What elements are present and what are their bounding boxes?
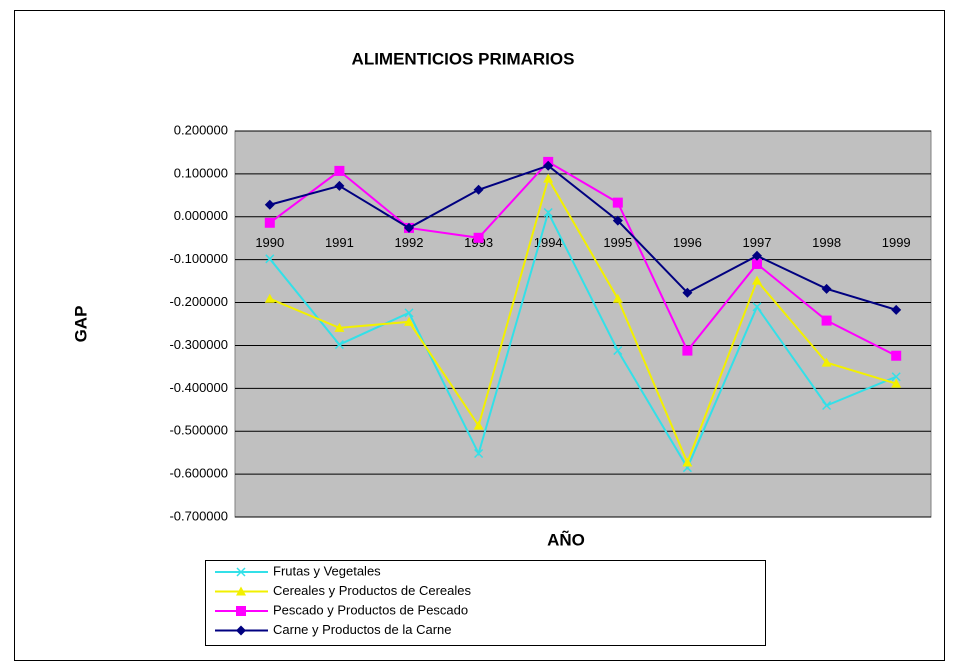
data-point <box>334 180 345 191</box>
data-point <box>474 448 484 459</box>
x-tick-label: 1996 <box>673 235 702 250</box>
x-tick-label: 1999 <box>882 235 911 250</box>
data-point <box>752 275 762 285</box>
data-point <box>543 173 554 183</box>
data-point <box>891 350 902 361</box>
legend-marker <box>236 567 246 577</box>
plot-area <box>234 130 932 518</box>
y-tick-label: -0.300000 <box>169 337 228 352</box>
legend-marker <box>236 586 246 596</box>
series-line <box>269 164 897 311</box>
data-point <box>891 378 902 388</box>
legend <box>205 560 766 646</box>
data-point <box>613 346 623 356</box>
y-tick-label: -0.400000 <box>169 380 228 395</box>
data-point <box>682 287 693 298</box>
legend-label: Carne y Productos de la Carne <box>273 622 451 637</box>
y-tick-label: -0.200000 <box>169 294 228 309</box>
data-point <box>543 207 553 218</box>
y-tick-label: -0.600000 <box>169 466 228 481</box>
data-point <box>264 217 275 228</box>
data-point <box>334 322 345 332</box>
data-point <box>682 345 693 356</box>
data-point <box>334 165 345 176</box>
chart-title: ALIMENTICIOS PRIMARIOS <box>352 49 575 68</box>
data-point <box>752 302 762 312</box>
data-point <box>612 197 623 208</box>
y-tick-label: -0.700000 <box>169 508 228 523</box>
data-point <box>612 293 623 303</box>
data-point <box>891 372 901 382</box>
data-point <box>543 160 554 171</box>
legend-marker <box>236 625 246 636</box>
data-point <box>682 457 693 467</box>
data-point <box>404 316 414 326</box>
series-line <box>269 160 897 357</box>
data-point <box>473 184 484 195</box>
legend-marker <box>236 606 246 616</box>
data-point <box>404 222 414 233</box>
data-point <box>752 258 762 269</box>
y-tick-label: -0.100000 <box>169 251 228 266</box>
series-line <box>269 176 897 466</box>
data-point <box>264 293 275 303</box>
data-point <box>265 254 275 264</box>
y-axis-title: GAP <box>71 306 90 343</box>
x-tick-label: 1997 <box>743 235 772 250</box>
data-point <box>752 250 762 261</box>
legend-label: Frutas y Vegetales <box>273 563 381 578</box>
data-point <box>821 357 832 367</box>
x-axis-title: AÑO <box>547 529 585 549</box>
data-point <box>821 315 832 326</box>
legend-label: Cereales y Productos de Cereales <box>273 583 471 598</box>
data-point <box>822 400 832 411</box>
y-tick-label: -0.500000 <box>169 423 228 438</box>
y-tick-label: 0.200000 <box>174 122 228 137</box>
data-point <box>334 340 344 350</box>
x-tick-label: 1995 <box>603 235 632 250</box>
y-tick-label: 0.000000 <box>174 208 228 223</box>
x-tick-label: 1998 <box>812 235 841 250</box>
data-point <box>891 304 902 315</box>
data-point <box>473 420 484 430</box>
y-tick-label: 0.100000 <box>174 165 228 180</box>
x-tick-label: 1990 <box>255 235 284 250</box>
series-line <box>269 209 897 470</box>
data-point <box>404 308 414 318</box>
data-point <box>264 199 275 210</box>
data-point <box>612 215 623 226</box>
legend-label: Pescado y Productos de Pescado <box>273 602 468 617</box>
data-point <box>473 232 484 243</box>
x-tick-label: 1992 <box>395 235 424 250</box>
data-point <box>821 283 832 294</box>
x-tick-label: 1991 <box>325 235 354 250</box>
